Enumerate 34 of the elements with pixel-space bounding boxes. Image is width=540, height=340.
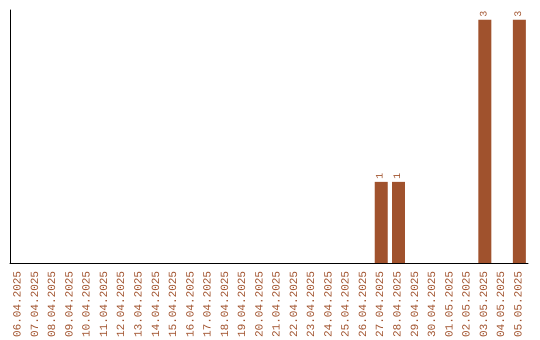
x-tick-label: 04.05.2025 [496, 270, 508, 338]
x-tick-label: 06.04.2025 [12, 270, 25, 338]
x-tick-label: 11.04.2025 [98, 270, 111, 338]
x-tick-label: 19.04.2025 [237, 270, 250, 338]
x-tick-label: 14.04.2025 [150, 270, 163, 338]
x-tick-label: 13.04.2025 [134, 270, 146, 338]
x-tick-label: 01.05.2025 [444, 270, 456, 338]
x-tick-label: 23.04.2025 [306, 270, 318, 338]
data-label: 1 [393, 172, 404, 179]
x-tick-label: 24.04.2025 [323, 270, 336, 338]
x-tick-label: 08.04.2025 [47, 270, 60, 338]
x-tick-label: 16.04.2025 [185, 270, 198, 338]
x-tick-label: 29.04.2025 [410, 270, 422, 338]
x-tick-label: 25.04.2025 [340, 270, 353, 338]
x-tick-label: 17.04.2025 [202, 270, 215, 338]
x-tick-label: 10.04.2025 [82, 270, 94, 338]
x-tick-label: 05.05.2025 [513, 270, 526, 338]
x-tick-label: 21.04.2025 [272, 270, 284, 338]
x-tick-label: 03.05.2025 [478, 270, 491, 338]
x-tick-label: 07.04.2025 [30, 270, 42, 338]
data-label: 1 [376, 172, 387, 179]
data-label: 3 [479, 10, 490, 17]
x-tick-label: 02.05.2025 [462, 270, 474, 338]
x-tick-label: 26.04.2025 [358, 270, 370, 338]
x-tick-label: 12.04.2025 [116, 270, 128, 338]
x-tick-label: 20.04.2025 [254, 270, 266, 338]
x-tick-label: 27.04.2025 [375, 270, 388, 338]
x-tick-label: 18.04.2025 [220, 270, 232, 338]
data-label: 3 [514, 10, 525, 17]
x-tick-label: 15.04.2025 [168, 270, 180, 338]
x-tick-label: 22.04.2025 [288, 270, 301, 338]
x-tick-label: 28.04.2025 [392, 270, 404, 338]
x-tick-label: 09.04.2025 [64, 270, 76, 338]
x-tick-label: 30.04.2025 [427, 270, 440, 338]
